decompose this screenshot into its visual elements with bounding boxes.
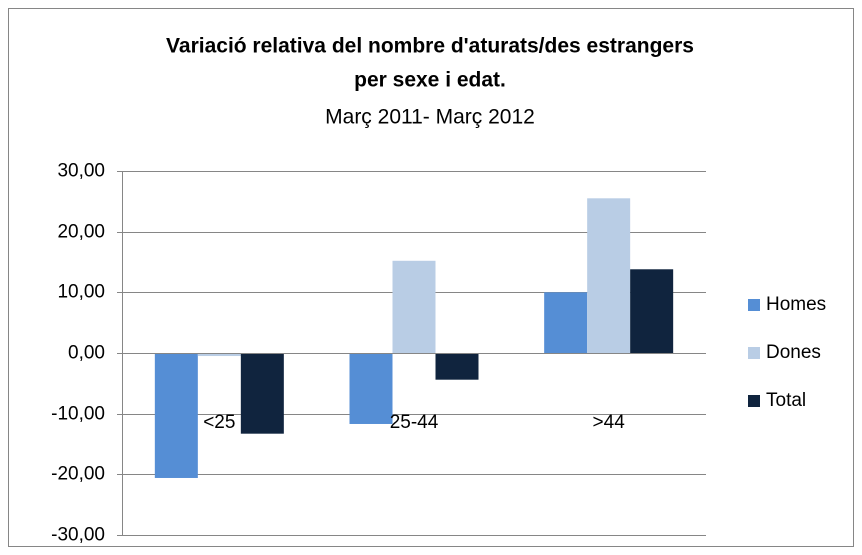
legend-swatch bbox=[748, 395, 760, 407]
bar bbox=[392, 260, 436, 353]
bar bbox=[587, 198, 631, 353]
bar bbox=[435, 353, 479, 380]
legend-label: Homes bbox=[766, 294, 826, 315]
chart-title: per sexe i edat. bbox=[354, 69, 506, 92]
bar bbox=[154, 353, 198, 478]
legend-swatch bbox=[748, 299, 760, 311]
legend-label: Total bbox=[766, 390, 806, 411]
bar bbox=[630, 269, 674, 353]
x-tick-label: 25-44 bbox=[390, 412, 439, 433]
bar bbox=[349, 353, 393, 424]
y-tick-label: -10,00 bbox=[51, 404, 105, 425]
y-tick-label: -30,00 bbox=[51, 525, 105, 546]
y-tick-label: 10,00 bbox=[57, 282, 105, 303]
bar bbox=[240, 353, 284, 434]
bar bbox=[197, 353, 241, 357]
y-tick-label: -20,00 bbox=[51, 464, 105, 485]
y-tick-label: 30,00 bbox=[57, 161, 105, 182]
bar bbox=[544, 292, 588, 353]
chart-subtitle: Març 2011- Març 2012 bbox=[325, 106, 535, 129]
y-tick-label: 0,00 bbox=[68, 343, 105, 364]
x-tick-label: <25 bbox=[203, 412, 235, 433]
legend-label: Dones bbox=[766, 342, 821, 363]
chart-title: Variació relativa del nombre d'aturats/d… bbox=[166, 35, 694, 58]
y-tick-label: 20,00 bbox=[57, 222, 105, 243]
legend-swatch bbox=[748, 347, 760, 359]
x-tick-label: >44 bbox=[593, 412, 626, 433]
